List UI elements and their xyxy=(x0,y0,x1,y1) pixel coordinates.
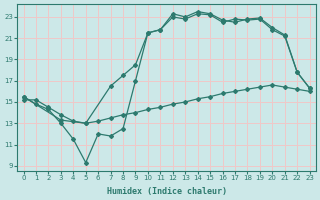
X-axis label: Humidex (Indice chaleur): Humidex (Indice chaleur) xyxy=(107,187,227,196)
